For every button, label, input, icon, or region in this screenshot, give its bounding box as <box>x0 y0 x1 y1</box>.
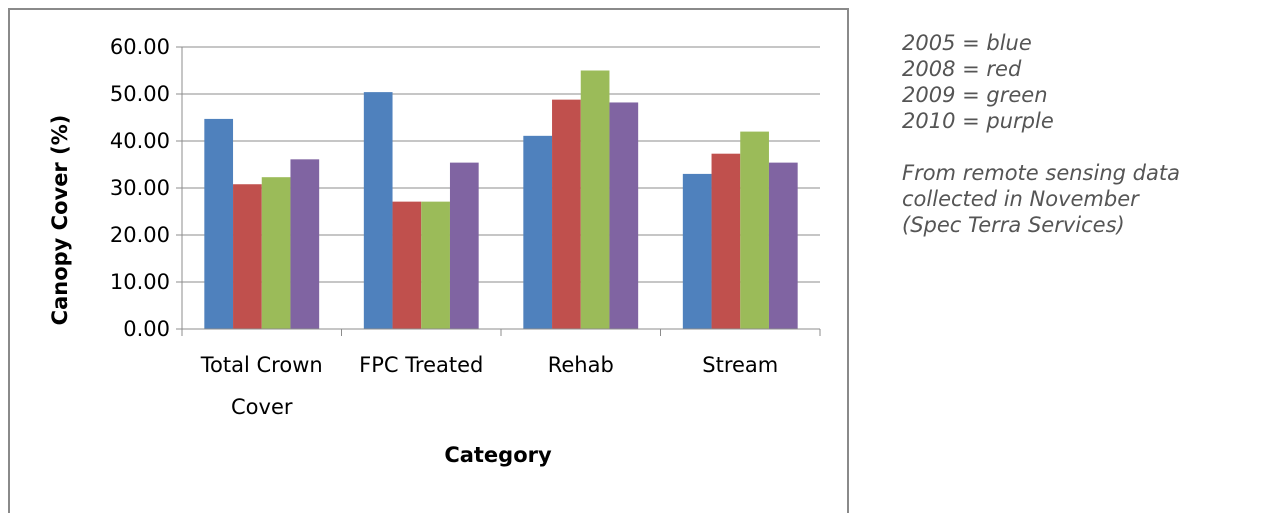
y-tick-label: 60.00 <box>110 35 170 59</box>
notes-panel: 2005 = blue 2008 = red 2009 = green 2010… <box>902 30 1262 238</box>
y-tick-label: 40.00 <box>110 129 170 153</box>
bar <box>523 135 553 329</box>
bar <box>449 162 479 329</box>
y-axis-title: Canopy Cover (%) <box>48 115 72 326</box>
x-category-label: Total Crown <box>200 353 323 377</box>
y-tick-label: 50.00 <box>110 82 170 106</box>
bar <box>392 201 422 329</box>
chart-area: 0.00 10.00 20.00 30.00 40.00 50.00 60.00 Total… <box>8 8 849 513</box>
x-category-label: FPC Treated <box>359 353 483 377</box>
source-note-line: (Spec Terra Services) <box>902 213 1125 237</box>
y-tick-label: 20.00 <box>110 223 170 247</box>
x-category-label: Rehab <box>548 353 614 377</box>
bar <box>609 102 639 330</box>
legend-note-2010: 2010 = purple <box>902 109 1054 133</box>
bar <box>740 131 769 329</box>
bar <box>261 177 291 329</box>
bar <box>421 201 450 329</box>
bar <box>768 162 798 329</box>
bars <box>204 70 798 330</box>
bar <box>711 153 741 329</box>
y-tick-labels: 0.00 10.00 20.00 30.00 40.00 50.00 60.00 <box>110 35 170 341</box>
bar <box>233 184 262 329</box>
source-note: From remote sensing data collected in No… <box>902 160 1262 238</box>
x-category-label: Stream <box>702 353 778 377</box>
source-note-line: From remote sensing data <box>902 161 1180 185</box>
x-category-labels: Total Crown Cover FPC Treated Rehab Stream <box>200 353 778 419</box>
bar <box>682 173 712 329</box>
legend-note-2009: 2009 = green <box>902 83 1048 107</box>
axes <box>181 47 821 336</box>
source-note-line: collected in November <box>902 187 1139 211</box>
y-tick-label: 10.00 <box>110 270 170 294</box>
bar <box>580 70 610 329</box>
bar <box>552 99 581 329</box>
y-tick-label: 30.00 <box>110 176 170 200</box>
bar-chart: 0.00 10.00 20.00 30.00 40.00 50.00 60.00 Total… <box>48 35 821 467</box>
x-category-label: Cover <box>231 395 293 419</box>
bar <box>204 118 234 329</box>
bar <box>290 159 320 329</box>
y-tick-label: 0.00 <box>123 317 170 341</box>
bar <box>363 92 393 330</box>
legend-note-2005: 2005 = blue <box>902 31 1032 55</box>
x-axis-title: Category <box>444 443 552 467</box>
legend-note-2008: 2008 = red <box>902 57 1022 81</box>
